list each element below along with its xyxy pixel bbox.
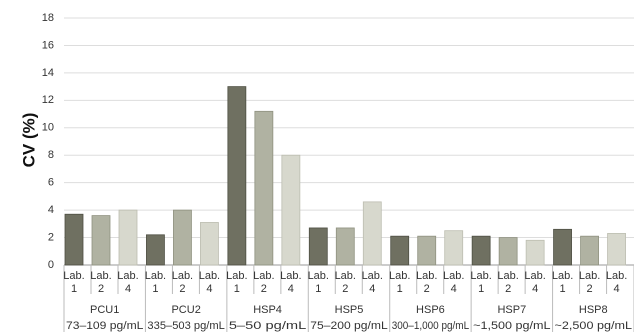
- bar: [64, 213, 84, 266]
- lab-label-line2: 2: [98, 283, 104, 295]
- group-name: HSP6: [416, 304, 445, 316]
- lab-label-line2: 4: [288, 283, 294, 295]
- lab-label-line2: 1: [152, 283, 158, 295]
- group-range: 335–503 pg/mL: [147, 320, 224, 332]
- lab-label-line1: Lab.: [253, 270, 274, 282]
- lab-label-line2: 4: [125, 283, 131, 295]
- y-axis-ticks: 0 2 4 6 8 10 12 14 16 18: [42, 12, 54, 271]
- lab-label-line1: Lab.: [362, 270, 383, 282]
- lab-label-line1: Lab.: [497, 270, 518, 282]
- lab-label-line1: Lab.: [335, 270, 356, 282]
- lab-label-line1: Lab.: [117, 270, 138, 282]
- lab-label-line1: Lab.: [280, 270, 301, 282]
- bar: [390, 235, 410, 266]
- group-name: PCU2: [171, 304, 200, 316]
- bar: [362, 201, 382, 266]
- lab-label-line2: 4: [206, 283, 212, 295]
- group-range: ~2,500 pg/mL: [555, 320, 632, 332]
- lab-label-line2: 4: [532, 283, 538, 295]
- lab-label-line1: Lab.: [416, 270, 437, 282]
- lab-label-line2: 1: [71, 283, 77, 295]
- group-name: HSP4: [253, 304, 282, 316]
- lab-label-line1: Lab.: [226, 270, 247, 282]
- bar: [308, 227, 328, 266]
- lab-label-line1: Lab.: [199, 270, 220, 282]
- bar: [607, 233, 626, 266]
- group-range: 5–50 pg/mL: [229, 320, 306, 332]
- bar: [118, 209, 138, 266]
- y-tick-label: 4: [48, 204, 54, 216]
- lab-label-line1: Lab.: [552, 270, 573, 282]
- group-range: 300–1,000 pg/mL: [392, 320, 469, 332]
- y-tick-label: 16: [42, 39, 54, 51]
- lab-label-line1: Lab.: [606, 270, 627, 282]
- bar: [553, 228, 572, 266]
- group-name: HSP5: [335, 304, 364, 316]
- lab-label-line2: 2: [587, 283, 593, 295]
- lab-label-line2: 2: [342, 283, 348, 295]
- y-tick-label: 8: [48, 149, 54, 161]
- lab-labels: Lab.1Lab.2Lab.4Lab.1Lab.2Lab.4Lab.1Lab.2…: [63, 270, 627, 295]
- lab-label-line2: 1: [397, 283, 403, 295]
- group-range: ~1,500 pg/mL: [473, 320, 550, 332]
- group-range: 75–200 pg/mL: [310, 320, 387, 332]
- bar: [335, 227, 355, 266]
- lab-label-line1: Lab.: [389, 270, 410, 282]
- y-tick-label: 10: [42, 122, 54, 134]
- lab-label-line2: 4: [614, 283, 620, 295]
- y-axis-label: CV (%): [19, 113, 38, 168]
- lab-label-line1: Lab.: [579, 270, 600, 282]
- lab-label-line2: 1: [315, 283, 321, 295]
- bar: [580, 235, 599, 266]
- bar: [471, 235, 491, 266]
- y-tick-label: 2: [48, 231, 54, 243]
- category-separators: [63, 265, 634, 332]
- lab-label-line2: 2: [424, 283, 430, 295]
- lab-label-line2: 2: [179, 283, 185, 295]
- lab-label-line2: 1: [234, 283, 240, 295]
- lab-label-line2: 2: [505, 283, 511, 295]
- group-labels: PCU1 73–109 pg/mL PCU2 335–503 pg/mL HSP4 5–5…: [66, 304, 632, 332]
- bar: [444, 230, 464, 266]
- lab-label-line2: 4: [451, 283, 457, 295]
- lab-label-line1: Lab.: [524, 270, 545, 282]
- lab-label-line1: Lab.: [443, 270, 464, 282]
- lab-label-line1: Lab.: [145, 270, 166, 282]
- lab-label-line2: 1: [478, 283, 484, 295]
- lab-label-line2: 4: [369, 283, 375, 295]
- bars: [64, 86, 626, 266]
- bar: [227, 86, 247, 266]
- lab-label-line2: 1: [560, 283, 566, 295]
- bar: [173, 209, 192, 266]
- y-tick-label: 6: [48, 177, 54, 189]
- bar: [525, 239, 545, 266]
- y-tick-label: 14: [42, 67, 54, 79]
- lab-label-line1: Lab.: [470, 270, 491, 282]
- lab-label-line1: Lab.: [172, 270, 193, 282]
- lab-label-line1: Lab.: [308, 270, 329, 282]
- group-range: 73–109 pg/mL: [66, 320, 143, 332]
- bar: [498, 237, 518, 266]
- bar: [91, 215, 111, 266]
- bar: [254, 110, 274, 266]
- group-name: PCU1: [90, 304, 119, 316]
- bar: [200, 222, 219, 266]
- y-tick-label: 18: [42, 12, 54, 24]
- y-tick-label: 0: [48, 259, 54, 271]
- group-name: HSP8: [579, 304, 608, 316]
- group-name: HSP7: [497, 304, 526, 316]
- lab-label-line1: Lab.: [90, 270, 111, 282]
- y-tick-label: 12: [42, 94, 54, 106]
- bar: [281, 154, 301, 266]
- bar: [417, 235, 437, 266]
- lab-label-line1: Lab.: [63, 270, 84, 282]
- lab-label-line2: 2: [261, 283, 267, 295]
- bar: [146, 234, 165, 266]
